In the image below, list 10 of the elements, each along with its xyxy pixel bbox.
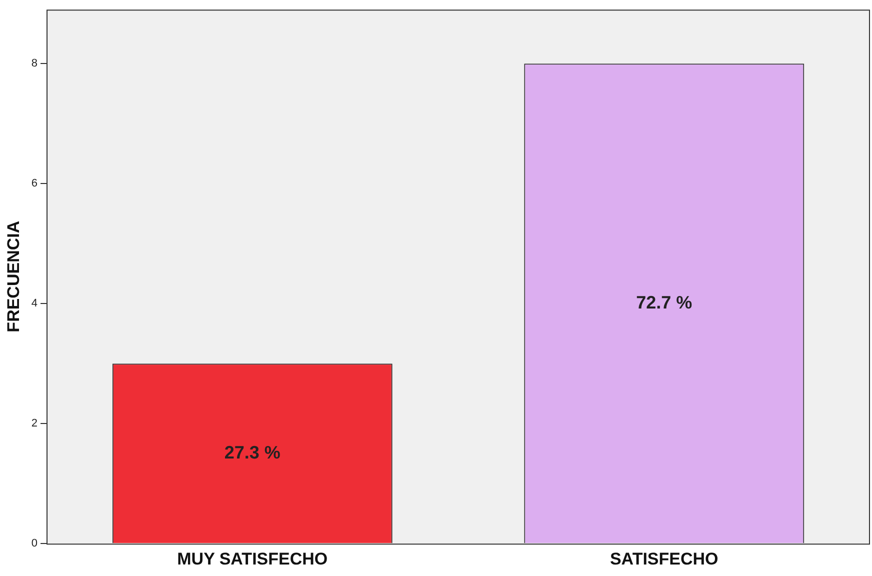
y-tick-label: 0 [31, 538, 38, 550]
y-axis-title: FRECUENCIA [4, 220, 23, 332]
annotation: 72.7 % [636, 292, 692, 312]
y-tick-label: 6 [31, 178, 38, 190]
annotation: 27.3 % [224, 442, 280, 462]
x-tick-label: MUY SATISFECHO [177, 549, 328, 568]
y-tick-label: 8 [31, 58, 38, 70]
x-tick-label: SATISFECHO [610, 549, 718, 568]
y-tick-label: 2 [31, 418, 38, 430]
y-tick-label: 4 [31, 298, 38, 310]
